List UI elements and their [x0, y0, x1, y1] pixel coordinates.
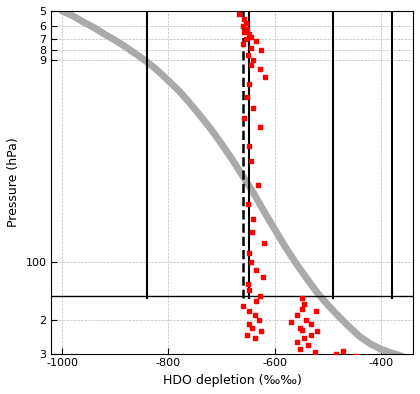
Point — [246, 81, 252, 87]
Point — [304, 342, 311, 348]
Point — [242, 36, 249, 42]
Point — [313, 308, 320, 314]
Point — [294, 312, 300, 319]
Point — [297, 325, 304, 331]
Point — [301, 301, 307, 307]
Point — [242, 20, 249, 26]
Point — [235, 11, 242, 17]
Point — [299, 295, 306, 301]
Point — [245, 52, 252, 59]
Point — [287, 319, 294, 325]
Point — [249, 325, 256, 331]
Point — [262, 74, 268, 80]
Point — [241, 16, 247, 22]
Point — [352, 353, 359, 360]
Point — [239, 23, 246, 30]
Point — [299, 305, 306, 312]
Y-axis label: Pressure (hPa): Pressure (hPa) — [7, 138, 20, 227]
Point — [255, 316, 262, 323]
Point — [260, 274, 266, 280]
Point — [257, 292, 263, 299]
Point — [257, 124, 263, 130]
Point — [246, 308, 252, 314]
Point — [301, 335, 307, 342]
Point — [255, 182, 261, 188]
Point — [244, 332, 250, 338]
Point — [247, 158, 254, 164]
Point — [245, 201, 252, 207]
Point — [239, 41, 246, 47]
Point — [250, 216, 257, 222]
Point — [299, 326, 306, 333]
Point — [314, 328, 321, 335]
Point — [246, 143, 252, 149]
Point — [257, 66, 263, 72]
Point — [258, 328, 265, 335]
Point — [246, 31, 252, 37]
Point — [253, 38, 260, 45]
Point — [261, 240, 268, 246]
Point — [247, 45, 254, 51]
Point — [239, 303, 246, 309]
Point — [250, 105, 257, 112]
Point — [246, 287, 252, 293]
Point — [247, 258, 254, 265]
Point — [244, 94, 250, 100]
Point — [244, 26, 250, 32]
Point — [253, 266, 260, 273]
Point — [246, 321, 252, 327]
Point — [294, 338, 300, 345]
Point — [253, 298, 260, 304]
Point — [249, 229, 256, 235]
Point — [241, 28, 247, 35]
Point — [251, 335, 258, 342]
Point — [307, 332, 314, 338]
Point — [246, 250, 252, 256]
Point — [302, 316, 309, 323]
Point — [247, 33, 254, 40]
Point — [311, 349, 318, 355]
Point — [258, 47, 265, 54]
Point — [297, 346, 304, 353]
Point — [247, 61, 254, 68]
Point — [307, 321, 314, 327]
X-axis label: HDO depletion (‰‰): HDO depletion (‰‰) — [163, 374, 302, 387]
Point — [241, 115, 247, 121]
Point — [339, 348, 346, 354]
Point — [251, 312, 258, 319]
Point — [245, 281, 252, 287]
Point — [333, 351, 339, 357]
Point — [250, 57, 257, 63]
